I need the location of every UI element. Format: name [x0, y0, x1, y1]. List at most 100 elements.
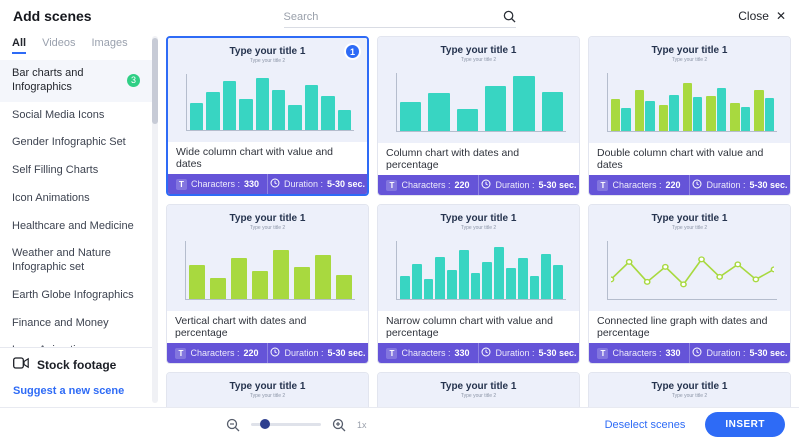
clock-icon [692, 347, 702, 359]
duration-label: Duration : [706, 348, 746, 358]
sidebar-item-bar-charts[interactable]: Bar charts and Infographics 3 [0, 60, 152, 102]
scene-card-wide-column[interactable]: Type your title 1 Type your title 2 1 Wi… [166, 36, 369, 196]
preview-chart [396, 241, 566, 300]
sidebar-item-social-media-icons[interactable]: Social Media Icons [0, 102, 152, 130]
category-label: Self Filling Charts [12, 164, 99, 176]
tab-images[interactable]: Images [91, 37, 128, 49]
characters-chip: T Characters : 220 [167, 343, 267, 363]
sidebar-item-gender-infographic[interactable]: Gender Infographic Set [0, 129, 152, 157]
stock-footage-label: Stock footage [37, 357, 117, 372]
preview-chart [396, 73, 566, 132]
scene-title: Narrow column chart with value and perce… [378, 310, 579, 343]
scene-title: Connected line graph with dates and perc… [589, 310, 790, 343]
tab-videos[interactable]: Videos [42, 37, 76, 49]
duration-value: 5-30 sec. [749, 180, 788, 190]
preview-chart [607, 73, 777, 132]
deselect-scenes-button[interactable]: Deselect scenes [604, 418, 686, 431]
preview-subtitle: Type your title 2 [249, 58, 286, 64]
scene-meta: T Characters : 220 Duration : 5-30 sec. [589, 175, 790, 195]
characters-value: 330 [244, 179, 260, 189]
scene-card-connected-line[interactable]: Type your title 1 Type your title 2 Conn… [588, 204, 791, 364]
category-label: Healthcare and Medicine [12, 219, 134, 232]
scrollbar-thumb[interactable] [152, 38, 158, 124]
text-icon: T [597, 347, 609, 359]
characters-chip: T Characters : 330 [378, 343, 478, 363]
clock-icon [692, 179, 702, 191]
characters-value: 220 [454, 180, 470, 190]
tab-all[interactable]: All [12, 37, 27, 54]
clock-icon [481, 347, 491, 359]
characters-label: Characters : [190, 179, 240, 189]
scene-card-partial[interactable]: Type your title 1 Type your title 2 [377, 372, 580, 407]
close-label: Close [738, 9, 769, 23]
zoom-slider[interactable] [251, 419, 321, 429]
dialog-title: Add scenes [13, 8, 92, 24]
characters-label: Characters : [190, 348, 240, 358]
preview-subtitle: Type your title 2 [460, 225, 497, 231]
scene-card-double-column[interactable]: Type your title 1 Type your title 2 Doub… [588, 36, 791, 196]
characters-label: Characters : [612, 348, 662, 358]
sidebar-item-icon-animations[interactable]: Icon Animations [0, 185, 152, 213]
text-icon: T [175, 347, 187, 359]
characters-chip: T Characters : 220 [589, 175, 689, 195]
search-input[interactable] [283, 10, 497, 23]
preview-title: Type your title 1 [229, 46, 306, 57]
duration-label: Duration : [284, 348, 324, 358]
insert-button[interactable]: INSERT [705, 412, 785, 437]
text-icon: T [386, 179, 398, 191]
scene-card-narrow-column[interactable]: Type your title 1 Type your title 2 Narr… [377, 204, 580, 364]
close-button[interactable]: Close ✕ [738, 9, 786, 23]
zoom-slider-knob[interactable] [260, 419, 270, 429]
preview-title: Type your title 1 [229, 381, 306, 392]
sidebar-scrollbar[interactable] [152, 36, 158, 403]
duration-chip: Duration : 5-30 sec. [689, 175, 790, 195]
category-label: Icon Animations [12, 191, 90, 204]
scene-preview: Type your title 1 Type your title 2 [167, 373, 368, 407]
duration-chip: Duration : 5-30 sec. [478, 343, 579, 363]
characters-label: Characters : [401, 348, 451, 358]
sidebar-item-healthcare[interactable]: Healthcare and Medicine [0, 213, 152, 241]
clock-icon [270, 178, 280, 190]
clock-icon [481, 179, 491, 191]
sidebar-item-earth-globe[interactable]: Earth Globe Infographics [0, 282, 152, 310]
scene-preview: Type your title 1 Type your title 2 1 [168, 38, 367, 142]
scene-preview: Type your title 1 Type your title 2 [589, 37, 790, 143]
duration-chip: Duration : 5-30 sec. [267, 174, 367, 194]
sidebar: All Videos Images Bar charts and Infogra… [0, 32, 152, 407]
search-icon[interactable] [503, 10, 516, 23]
characters-label: Characters : [612, 180, 662, 190]
scene-card-partial[interactable]: Type your title 1 Type your title 2 [166, 372, 369, 407]
sidebar-item-weather-nature[interactable]: Weather and Nature Infographic set [0, 240, 152, 282]
characters-value: 330 [665, 348, 681, 358]
suggest-scene-link[interactable]: Suggest a new scene [13, 385, 125, 397]
duration-chip: Duration : 5-30 sec. [478, 175, 579, 195]
scene-card-vertical-chart[interactable]: Type your title 1 Type your title 2 Vert… [166, 204, 369, 364]
duration-label: Duration : [495, 180, 535, 190]
dialog-body: All Videos Images Bar charts and Infogra… [0, 32, 799, 407]
scenes-grid: Type your title 1 Type your title 2 1 Wi… [160, 32, 799, 407]
scene-card-column-dates[interactable]: Type your title 1 Type your title 2 Colu… [377, 36, 580, 196]
clock-icon [270, 347, 280, 359]
category-label: Weather and Nature Infographic set [12, 247, 111, 273]
sidebar-item-self-filling-charts[interactable]: Self Filling Charts [0, 157, 152, 185]
scene-preview: Type your title 1 Type your title 2 [167, 205, 368, 311]
preview-subtitle: Type your title 2 [249, 393, 286, 399]
selection-order-badge: 1 [344, 43, 361, 60]
duration-label: Duration : [495, 348, 535, 358]
zoom-in-icon[interactable] [332, 418, 346, 432]
duration-chip: Duration : 5-30 sec. [267, 343, 368, 363]
preview-subtitle: Type your title 2 [671, 225, 708, 231]
scene-meta: T Characters : 330 Duration : 5-30 sec. [168, 174, 367, 194]
zoom-out-icon[interactable] [226, 418, 240, 432]
category-label: Social Media Icons [12, 108, 105, 121]
dialog-header: Add scenes Close ✕ [0, 0, 799, 32]
duration-label: Duration : [283, 179, 323, 189]
sidebar-item-finance-money[interactable]: Finance and Money [0, 310, 152, 338]
preview-title: Type your title 1 [440, 381, 517, 392]
preview-title: Type your title 1 [440, 213, 517, 224]
category-label: Finance and Money [12, 316, 109, 329]
stock-footage-button[interactable]: Stock footage [0, 347, 152, 378]
scene-card-partial[interactable]: Type your title 1 Type your title 2 [588, 372, 791, 407]
preview-title: Type your title 1 [651, 381, 728, 392]
sidebar-item-logo-animations[interactable]: Logo Animations [0, 337, 152, 347]
